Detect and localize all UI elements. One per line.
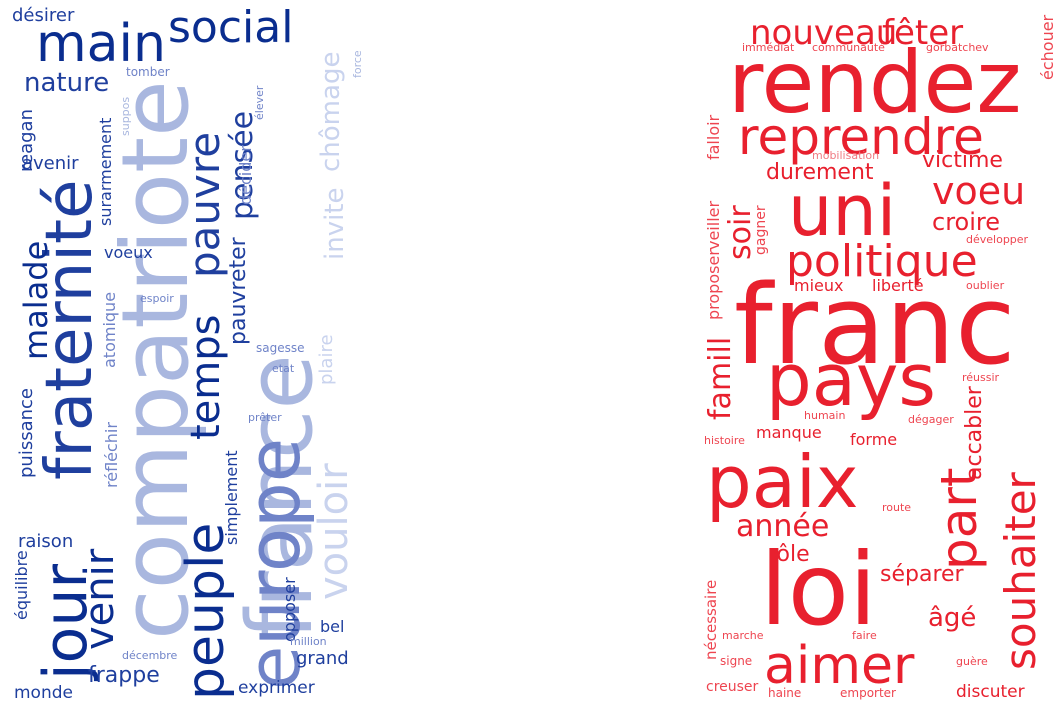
cloud-word: route (882, 501, 912, 514)
cloud-word: nouveau (750, 13, 898, 53)
cloud-word: main (36, 14, 166, 74)
cloud-word: fêter (882, 13, 964, 53)
cloud-word: séparer (880, 562, 964, 587)
cloud-word: année (736, 509, 830, 544)
cloud-word: décembre (122, 649, 178, 662)
cloud-word: puissance (16, 388, 37, 478)
cloud-word: simplement (222, 450, 241, 545)
cloud-word: humain (804, 409, 846, 422)
cloud-word: rendez (728, 33, 1022, 133)
cloud-word: soir (723, 205, 758, 260)
cloud-word: tomber (126, 65, 170, 79)
cloud-word: marche (722, 629, 764, 642)
cloud-word: histoire (704, 434, 745, 447)
cloud-word: invite (320, 187, 350, 260)
cloud-word: souhaiter (996, 472, 1045, 670)
cloud-word: victime (922, 148, 1003, 173)
cloud-word: manque (756, 423, 822, 442)
cloud-word: atomique (100, 291, 119, 368)
cloud-word: creuser (706, 679, 759, 695)
cloud-word: haine (768, 686, 802, 700)
cloud-word: monde (14, 683, 73, 703)
cloud-word: voeu (932, 169, 1026, 213)
cloud-word: faire (852, 629, 877, 642)
cloud-word: oublier (966, 279, 1005, 292)
cloud-word: équilibre (12, 550, 31, 620)
cloud-word: chômage (316, 51, 346, 172)
cloud-word: raison (18, 531, 74, 552)
cloud-word: décider (236, 145, 255, 205)
cloud-word: sagesse (256, 341, 305, 355)
cloud-word: plaire (316, 334, 337, 385)
cloud-word: veiller (704, 200, 723, 250)
cloud-word: etat (272, 362, 295, 375)
cloud-word: temps (183, 314, 229, 441)
cloud-word: rôle (768, 542, 810, 567)
cloud-word: âgé (928, 603, 977, 633)
cloud-word: part (930, 467, 988, 570)
cloud-word: peuple (176, 522, 236, 700)
cloud-word: loi (760, 531, 877, 648)
cloud-word: grand (296, 648, 349, 669)
cloud-word: exprimer (238, 678, 315, 698)
cloud-word: voeux (104, 243, 153, 262)
cloud-word: pays (766, 338, 936, 422)
cloud-word: guère (956, 655, 988, 668)
cloud-word: aimer (764, 636, 915, 696)
cloud-word: réfléchir (102, 422, 121, 488)
cloud-word: immédiat (742, 41, 795, 54)
cloud-word: uni (788, 170, 897, 252)
cloud-word: forme (850, 430, 898, 449)
cloud-word: opposer (280, 577, 299, 642)
cloud-word: développer (966, 233, 1029, 246)
cloud-word: élever (253, 85, 266, 120)
cloud-word: frappe (88, 663, 160, 688)
cloud-word: dégager (908, 413, 954, 426)
cloud-word: mieux (794, 276, 844, 295)
cloud-word: croire (932, 208, 1000, 236)
cloud-word: falloir (704, 114, 723, 160)
cloud-word: gagner (753, 205, 769, 255)
cloud-word: force (351, 50, 364, 78)
cloud-word: politique (786, 236, 978, 287)
cloud-word: espoir (140, 292, 174, 305)
cloud-word: vouloir (311, 463, 357, 600)
word-cloud-right: nouveau fêter échouer immédiat communauté gor… (700, 0, 1060, 713)
cloud-word: échouer (1038, 14, 1057, 80)
cloud-word: durement (766, 160, 874, 185)
cloud-word: million (290, 635, 327, 648)
cloud-word: bel (320, 617, 345, 636)
cloud-word: franc (734, 261, 1016, 389)
cloud-word: signe (720, 654, 753, 668)
cloud-word: communauté (812, 41, 885, 54)
cloud-word: avenir (22, 153, 79, 174)
cloud-word: social (168, 2, 294, 53)
cloud-word: nature (24, 68, 110, 98)
cloud-word: accabler (962, 386, 987, 480)
cloud-word: reprendre (738, 108, 984, 166)
cloud-word: proposer (704, 249, 723, 320)
cloud-word: nécessaire (702, 579, 720, 660)
cloud-word: mobilisation (812, 149, 880, 162)
cloud-word: famill (703, 336, 738, 420)
cloud-word: emporter (840, 686, 896, 700)
cloud-word: paix (706, 440, 859, 524)
cloud-word: liberté (872, 276, 924, 295)
cloud-word: pauvreter (226, 237, 251, 345)
cloud-word: désirer (12, 5, 75, 26)
cloud-word: réussir (962, 371, 1000, 384)
cloud-word: venir (77, 548, 123, 650)
cloud-word: gorbatchev (926, 41, 989, 54)
cloud-word: malade (17, 240, 55, 360)
word-cloud-left: désirer main social force nature tomber reagan… (0, 0, 364, 713)
cloud-word: pauvre (180, 131, 229, 278)
cloud-word: prêter (248, 411, 282, 424)
cloud-word: discuter (956, 682, 1025, 702)
